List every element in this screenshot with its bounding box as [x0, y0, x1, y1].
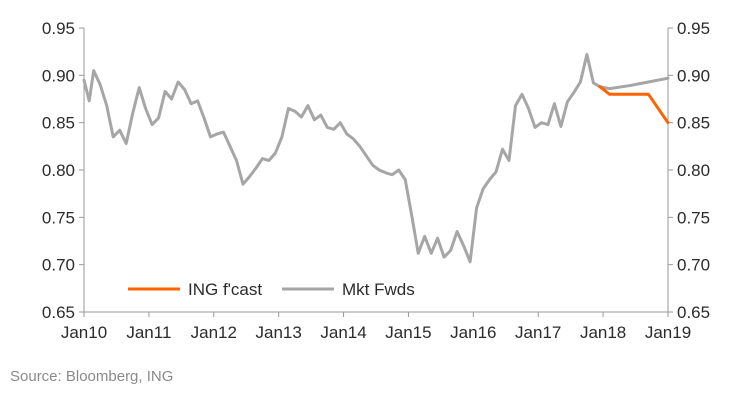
x-tick-label: Jan18: [580, 323, 626, 342]
y-tick-label-right: 0.95: [677, 19, 710, 38]
legend-label: Mkt Fwds: [342, 280, 415, 299]
x-tick-label: Jan15: [385, 323, 431, 342]
y-tick-label-right: 0.90: [677, 66, 710, 85]
axes: 0.65 0.65 0.70 0.70 0.75 0.75 0.80 0.80 0.85 0.85…: [42, 19, 710, 342]
x-tick-label: Jan14: [320, 323, 366, 342]
y-tick-label-left: 0.80: [42, 161, 75, 180]
source-note: Source: Bloomberg, ING: [10, 368, 174, 385]
y-tick-label-right: 0.80: [677, 161, 710, 180]
x-tick-label: Jan17: [515, 323, 561, 342]
x-tick-label: Jan19: [645, 323, 691, 342]
x-tick-label: Jan16: [450, 323, 496, 342]
x-tick-label: Jan10: [61, 323, 107, 342]
y-tick-label-left: 0.75: [42, 208, 75, 227]
y-tick-label-right: 0.75: [677, 208, 710, 227]
x-tick-label: Jan13: [256, 323, 302, 342]
x-tick-label: Jan11: [126, 323, 171, 342]
series-line-mkt-fwds: [82, 53, 670, 264]
y-tick-label-left: 0.65: [42, 303, 75, 322]
legend: ING f'cast Mkt Fwds: [128, 280, 415, 299]
y-tick-label-left: 0.70: [42, 256, 75, 275]
line-chart: 0.65 0.65 0.70 0.70 0.75 0.75 0.80 0.80 0.85 0.85…: [42, 19, 710, 342]
y-tick-label-right: 0.85: [677, 114, 710, 133]
y-tick-label-left: 0.85: [42, 114, 75, 133]
y-tick-label-right: 0.65: [677, 303, 710, 322]
series-lines: [82, 53, 670, 264]
y-tick-label-right: 0.70: [677, 256, 710, 275]
y-tick-label-left: 0.95: [42, 19, 75, 38]
series-line-ing-f-cast: [598, 85, 670, 125]
legend-label: ING f'cast: [188, 280, 262, 299]
y-tick-label-left: 0.90: [42, 66, 75, 85]
x-tick-label: Jan12: [191, 323, 237, 342]
